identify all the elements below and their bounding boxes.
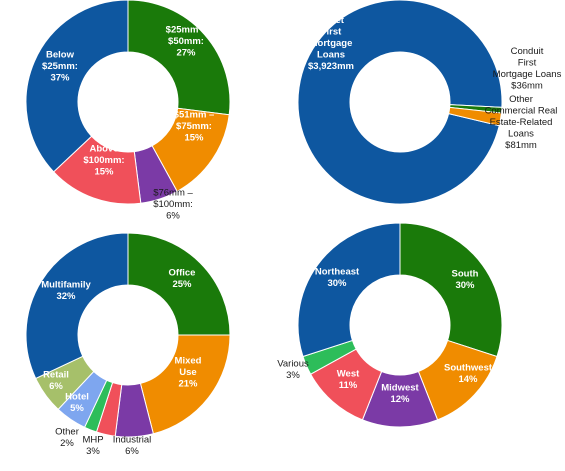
data-label-multifamily: Multifamily 32% [41,279,91,302]
data-label-mixed-use: Mixed Use 21% [175,356,202,390]
slice-below-25mm [25,0,129,173]
data-label-above-100mm: Above $100mm: 15% [83,144,124,178]
data-label-conduit-first-mortgage-loans: Conduit First Mortgage Loans $36mm [493,46,562,92]
donut-loan-type: Balance Sheet First Mortgage Loans $3,923mm Co… [297,0,562,205]
data-label-25mm-50mm: $25mm – $50mm: 27% [166,25,207,59]
data-label-76mm-100mm: $76mm – $100mm: 6% [153,188,193,222]
data-label-southwest: Southwest 14% [444,362,493,385]
data-label-balance-sheet-first-mortgage-loans: Balance Sheet First Mortgage Loans $3,923mm [308,3,354,72]
slice-25mm-50mm [127,0,231,116]
data-label-northeast: Northeast 30% [315,266,360,289]
data-label-various: Various 3% [277,358,309,381]
slice-south [399,222,503,358]
donut-region: South 30% Southwest 14% Midwest 12% West 11% Var… [277,222,503,428]
data-label-below-25mm: Below $25mm: 37% [42,50,78,84]
data-label-other-commercial-real-estate-related-loans: Other Commercial Real Estate-Related Loans $… [485,94,558,151]
slice-balance-sheet-first-mortgage-loans [297,0,503,205]
data-label-industrial: Industrial 6% [113,434,152,457]
data-label-retail: Retail 6% [43,369,69,392]
data-label-west: West 11% [337,368,360,391]
data-label-51mm-75mm: $51mm – $75mm: 15% [174,110,215,144]
data-label-office: Office 25% [169,267,196,290]
slice-multifamily [25,232,129,380]
slice-office [127,232,231,336]
data-label-mhp: MHP 3% [82,434,103,457]
data-label-other: Other 2% [55,426,79,449]
slice-northeast [297,222,401,358]
data-label-hotel: Hotel 5% [65,391,89,414]
data-label-south: South 30% [452,268,479,291]
donut-loan-size: $25mm – $50mm: 27% $51mm – $75mm: 15% $76mm – $… [25,0,231,222]
slice-other-commercial-real-estate-related-loans [448,106,502,127]
data-label-midwest: Midwest 12% [381,382,419,405]
donut-property-type: Office 25% Mixed Use 21% Industrial 6% MHP 3%Oth… [25,232,231,457]
